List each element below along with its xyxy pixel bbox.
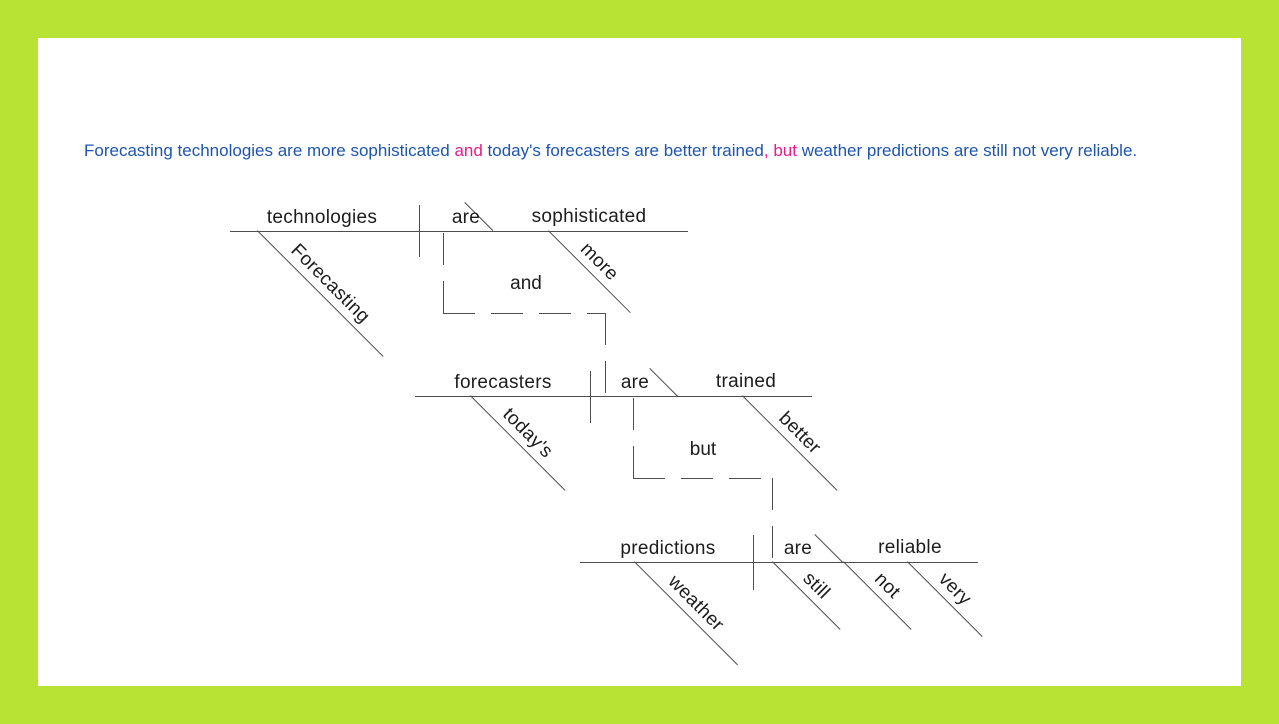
clause2-verb-word: are [620, 372, 650, 393]
sentence-segment: Forecasting technologies are more sophis… [84, 141, 455, 160]
sentence-segment: today's forecasters are better trained [482, 141, 764, 160]
but-connector-horizontal [633, 478, 773, 479]
sentence-segment: weather predictions are still not very r… [796, 141, 1138, 160]
sentence-line: Forecasting technologies are more sophis… [84, 140, 1274, 161]
and-conjunction-label: and [510, 273, 542, 294]
sentence-conjunction-and: and [454, 141, 483, 160]
clause3-subject-verb-divider [753, 535, 754, 590]
clause2-subject-word: forecasters [454, 372, 552, 393]
diagram-sheet: Forecasting technologies are more sophis… [38, 38, 1241, 686]
and-connector-horizontal [443, 313, 606, 314]
clause1-complement-word: sophisticated [531, 206, 647, 227]
clause3-verb-word: are [783, 538, 813, 559]
and-connector-right-vertical [605, 313, 606, 397]
clause3-subject-word: predictions [620, 538, 716, 559]
clause1-subject-word: technologies [266, 207, 378, 228]
but-conjunction-label: but [689, 439, 717, 460]
clause1-baseline [230, 231, 688, 232]
clause1-verb-word: are [451, 207, 481, 228]
clause2-complement-word: trained [715, 371, 777, 392]
clause2-baseline [415, 396, 812, 397]
but-connector-right-vertical [772, 478, 773, 563]
clause1-subject-verb-divider [419, 205, 420, 257]
clause3-baseline [580, 562, 978, 563]
clause2-subject-verb-divider [590, 371, 591, 423]
and-connector-left-vertical [443, 232, 444, 313]
but-connector-left-vertical [633, 397, 634, 478]
clause3-complement-word: reliable [878, 537, 942, 558]
sentence-conjunction-but: , but [763, 141, 797, 160]
